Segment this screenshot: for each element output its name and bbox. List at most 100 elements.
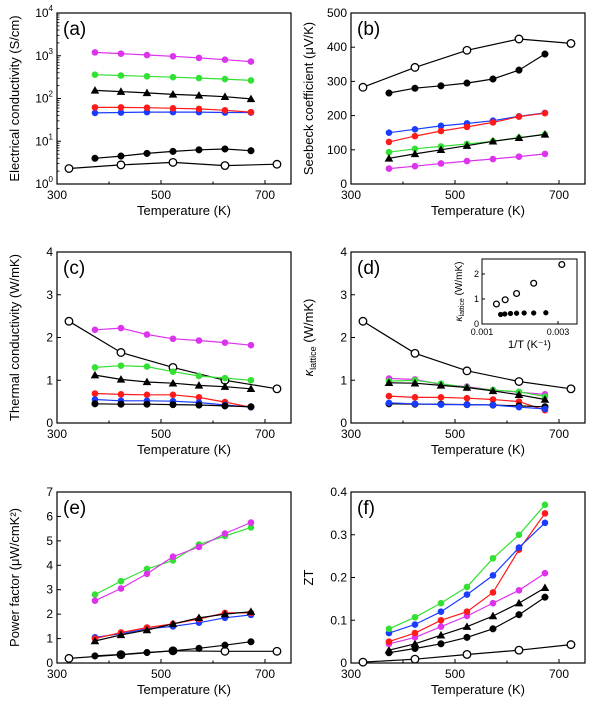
panel-d-inset-xlabel: 1/T (K⁻¹) — [508, 339, 551, 351]
marker-panel-c-triangle-3 — [168, 378, 178, 387]
panel-c-label: (c) — [63, 258, 85, 279]
panel-b-ylabel: Seebeck coefficient (μV/K) — [301, 22, 316, 175]
panel-b-xtick-label: 700 — [549, 188, 569, 202]
panel-e-ytick-label: 3 — [46, 583, 53, 597]
panel-e-ytick-label: 5 — [46, 534, 53, 548]
panel-b-ytick-label: 400 — [327, 40, 347, 54]
marker-panel-b-triangle-0 — [384, 154, 394, 162]
panel-e-xtick-label: 700 — [255, 667, 275, 681]
marker-panel-a-magenta-2 — [143, 51, 151, 59]
marker-panel-e-triangle-1 — [116, 630, 126, 639]
panel-a-ytick-label: 104 — [35, 4, 53, 20]
panel-a-ytick-exponent: 3 — [49, 47, 54, 56]
panel-f-xlabel: Temperature (K) — [431, 682, 525, 697]
marker-panel-f-open-circle-4 — [566, 640, 576, 650]
panel-d-ytick-label: 0 — [340, 416, 347, 430]
marker-panel-a-green-1 — [117, 72, 125, 79]
panel-c-ytick-label: 0 — [46, 416, 53, 430]
marker-panel-e-magenta-6 — [247, 519, 255, 526]
panel-b-ytick-label: 300 — [327, 74, 347, 88]
panel-a-xtick-label: 700 — [255, 188, 275, 202]
marker-panel-e-black-0 — [91, 652, 99, 660]
marker-panel-b-red-2 — [437, 127, 445, 135]
panel-d-ytick-label: 2 — [340, 331, 347, 345]
marker-panel-a-blue-1 — [117, 109, 125, 116]
marker-panel-f-triangle-1 — [410, 639, 420, 647]
panel-d-inset-xtick-label: 0.001 — [471, 327, 494, 337]
panel-d-ylabel-symbol: κ — [301, 368, 316, 376]
panel-d-inset-ytick-label: 0 — [474, 319, 479, 329]
panel-a-ylabel: Electrical conductivity (S/cm) — [7, 15, 22, 181]
marker-panel-d-inset-open-circle-1 — [501, 296, 509, 304]
panel-e-ytick-label: 7 — [46, 485, 53, 499]
panel-c-xlabel: Temperature (K) — [137, 442, 231, 457]
panel-d-ytick-label: 1 — [340, 373, 347, 387]
marker-panel-e-black-6 — [247, 638, 255, 646]
marker-panel-d-inset-black-1 — [502, 311, 508, 317]
panel-b: 300 500 700 0 100 200 300 400 500 (b) Temperature … — [301, 6, 586, 218]
marker-panel-c-black-1 — [117, 400, 125, 408]
panel-a-ytick-exponent: 2 — [49, 90, 54, 99]
marker-panel-f-magenta-2 — [437, 623, 445, 630]
panel-e-frame — [56, 491, 292, 664]
marker-panel-e-black-1 — [117, 650, 125, 659]
marker-panel-c-black-4 — [195, 401, 203, 409]
marker-panel-e-magenta-0 — [91, 597, 99, 605]
marker-panel-c-red-0 — [91, 390, 99, 397]
marker-panel-d-open-circle-3 — [514, 377, 524, 386]
marker-panel-b-triangle-1 — [410, 149, 420, 158]
marker-panel-f-green-3 — [463, 583, 471, 591]
marker-panel-f-blue-5 — [515, 544, 523, 551]
marker-panel-a-red-4 — [195, 105, 203, 113]
panel-b-label: (b) — [357, 19, 380, 40]
panel-d-ylabel-unit: (W/mK) — [301, 299, 316, 347]
panel-d-ytick-label: 4 — [340, 245, 347, 259]
marker-panel-d-open-circle-1 — [410, 348, 420, 358]
marker-panel-d-inset-black-2 — [507, 310, 514, 317]
marker-panel-b-triangle-6 — [540, 130, 550, 138]
panel-e-ytick-label: 4 — [46, 558, 53, 572]
marker-panel-f-blue-4 — [489, 572, 497, 579]
marker-panel-c-triangle-6 — [246, 384, 256, 393]
marker-panel-d-open-circle-2 — [462, 366, 472, 376]
marker-panel-b-triangle-5 — [514, 133, 524, 142]
panel-f-ytick-label: 0.4 — [330, 485, 347, 499]
marker-panel-b-triangle-3 — [462, 141, 472, 149]
marker-panel-d-triangle-2 — [436, 381, 446, 389]
marker-panel-d-inset-black-4 — [521, 310, 527, 316]
panel-a-label: (a) — [63, 19, 86, 40]
panel-d-xlabel: Temperature (K) — [431, 442, 525, 457]
panel-d-inset-ytick-label: 2 — [474, 269, 479, 279]
marker-panel-e-magenta-4 — [195, 543, 203, 551]
marker-panel-f-red-3 — [463, 608, 471, 615]
marker-panel-c-green-3 — [169, 368, 177, 376]
marker-panel-b-red-1 — [411, 132, 419, 140]
marker-panel-c-triangle-5 — [220, 382, 230, 390]
marker-panel-f-black-6 — [541, 593, 549, 601]
marker-panel-b-red-0 — [385, 138, 393, 146]
marker-panel-c-black-5 — [221, 402, 229, 410]
panel-e-label: (e) — [63, 498, 86, 519]
marker-panel-c-triangle-2 — [142, 377, 152, 386]
marker-panel-f-green-1 — [411, 613, 419, 621]
panel-d-inset-ylabel: κlattice (W/mK) — [454, 262, 466, 322]
marker-panel-f-triangle-0 — [384, 645, 394, 654]
marker-panel-d-blue-4 — [489, 401, 497, 409]
marker-panel-a-black-1 — [117, 152, 125, 160]
marker-panel-b-open-circle-0 — [358, 82, 368, 92]
marker-panel-d-inset-black-6 — [543, 310, 549, 316]
marker-panel-a-green-5 — [221, 75, 229, 83]
marker-panel-b-black-1 — [411, 84, 419, 92]
marker-panel-d-red-3 — [463, 394, 471, 402]
marker-panel-a-green-6 — [247, 77, 255, 84]
marker-panel-a-red-6 — [247, 108, 255, 116]
panel-d-inset-ylabel-symbol: κ — [454, 315, 465, 321]
marker-panel-d-inset-black-5 — [531, 310, 537, 316]
marker-panel-c-open-circle-1 — [116, 348, 126, 357]
panel-b-xtick-label: 300 — [341, 188, 361, 202]
marker-panel-c-black-3 — [169, 401, 177, 409]
marker-panel-f-open-circle-1 — [410, 654, 420, 664]
marker-panel-e-open-circle-4 — [272, 646, 282, 656]
panel-c-ytick-label: 1 — [46, 373, 53, 387]
